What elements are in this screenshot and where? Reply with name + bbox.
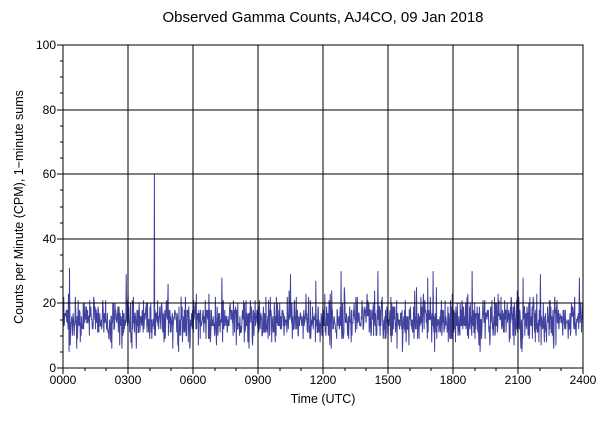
y-tick-label: 40	[42, 231, 56, 246]
y-tick-label: 20	[42, 296, 56, 311]
x-tick-label: 2400	[569, 373, 597, 387]
x-tick-label: 1800	[439, 373, 467, 387]
chart-title: Observed Gamma Counts, AJ4CO, 09 Jan 201…	[162, 9, 484, 26]
y-tick-label: 60	[42, 167, 56, 182]
x-tick-label: 1500	[374, 373, 402, 387]
x-tick-label: 0300	[114, 373, 142, 387]
y-tick-label: 100	[35, 38, 56, 52]
x-tick-label: 0000	[49, 373, 77, 387]
y-tick-label: 0	[49, 361, 56, 375]
x-tick-label: 0900	[244, 373, 272, 387]
x-tick-label: 1200	[309, 373, 337, 387]
x-tick-label: 2100	[504, 373, 532, 387]
x-axis-title: Time (UTC)	[290, 392, 356, 406]
x-tick-label: 0600	[179, 373, 207, 387]
y-tick-label: 80	[42, 102, 56, 117]
